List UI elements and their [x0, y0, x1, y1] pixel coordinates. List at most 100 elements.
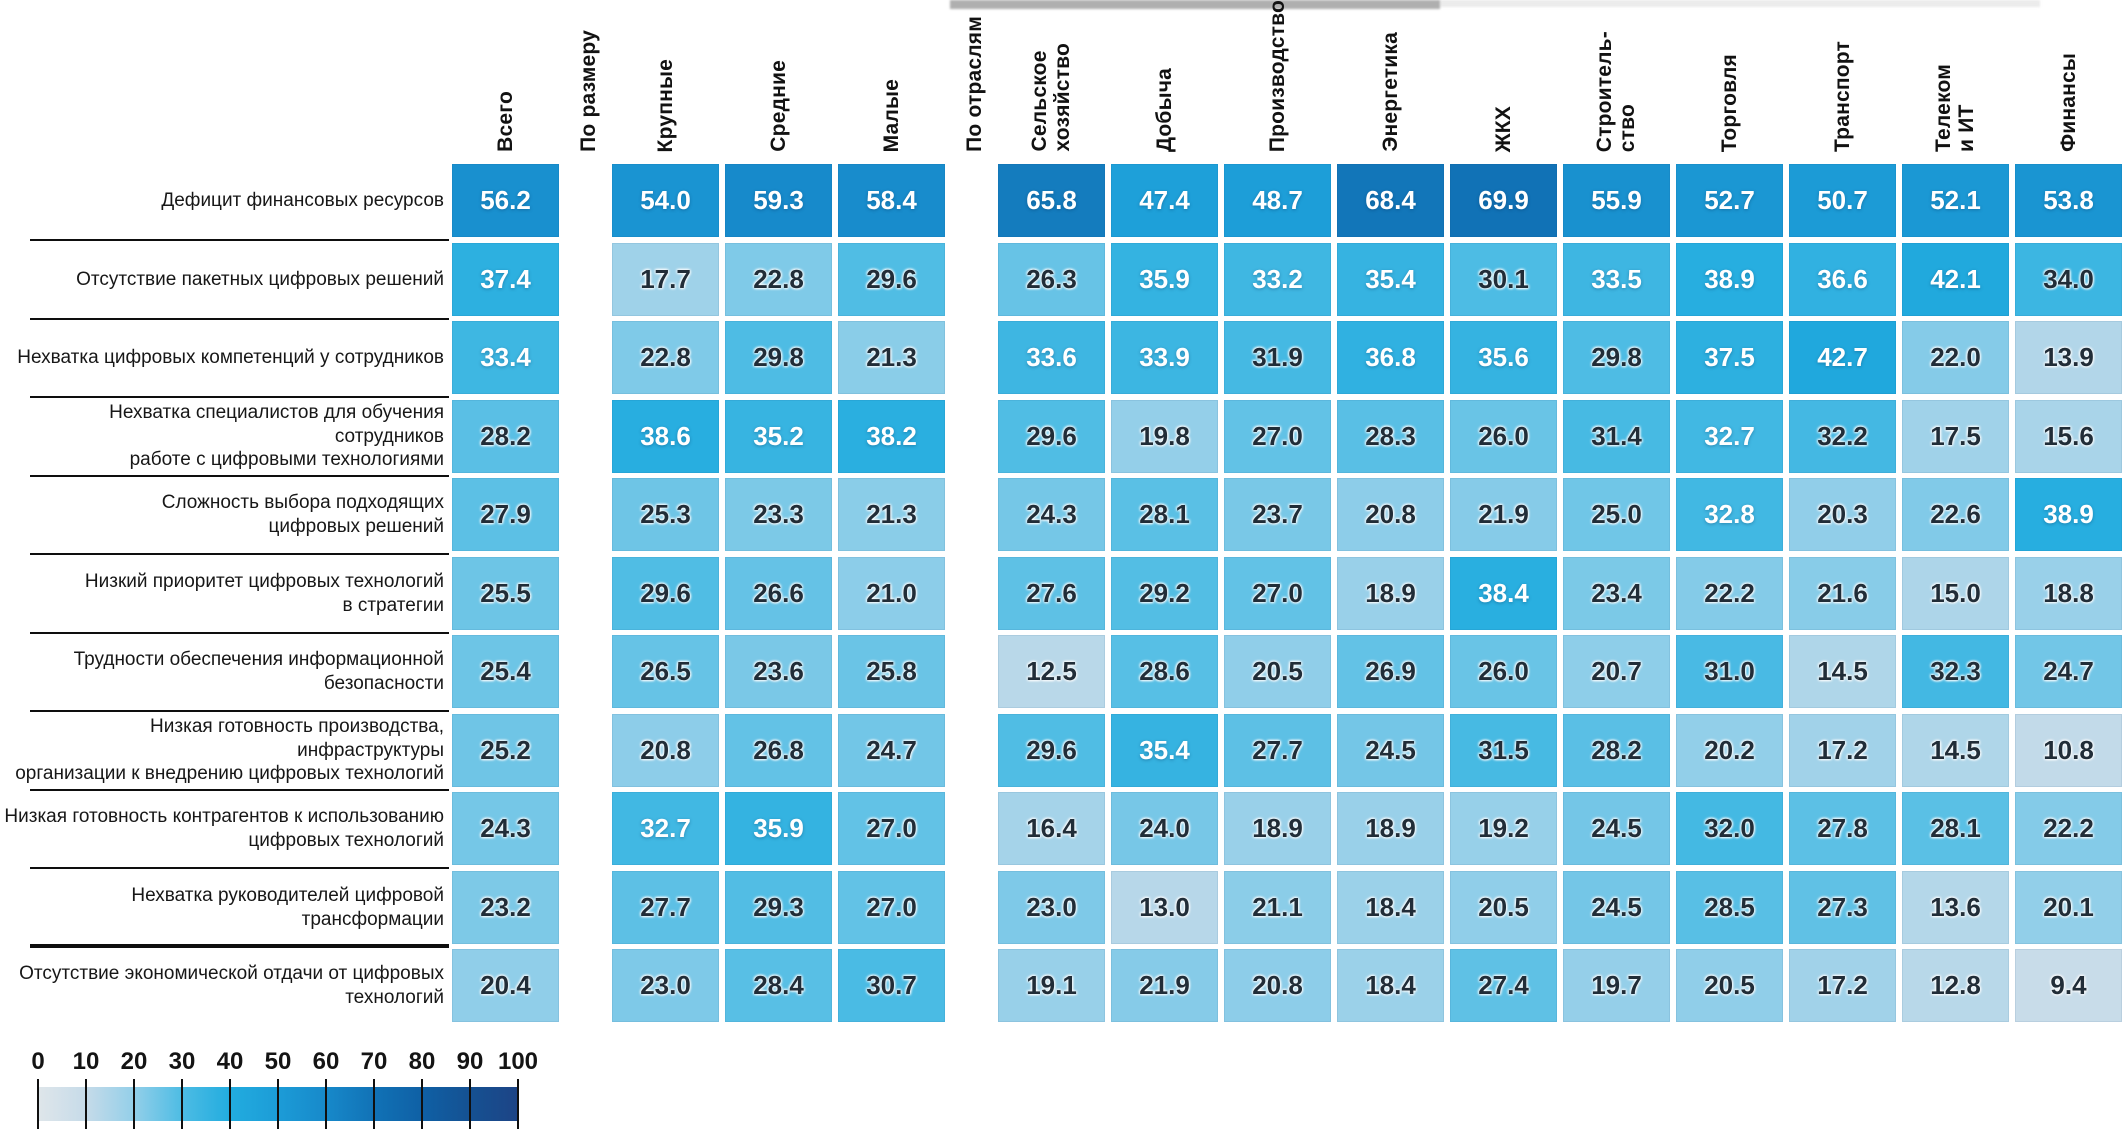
row-separator-line [30, 789, 449, 791]
column-header-label: Добыча [1152, 67, 1176, 152]
heatmap-cell: 19.2 [1450, 792, 1557, 865]
heatmap-cell: 21.9 [1111, 949, 1218, 1022]
column-header-добыча: Добыча [1111, 0, 1218, 152]
column-header-label: Средние [766, 60, 790, 152]
heatmap-cell: 28.2 [1563, 714, 1670, 787]
heatmap-cell: 28.1 [1902, 792, 2009, 865]
heatmap-cell: 20.8 [612, 714, 719, 787]
heatmap-cell: 29.6 [838, 243, 945, 316]
heatmap-cell: 25.4 [452, 635, 559, 708]
heatmap-cell: 17.5 [1902, 400, 2009, 473]
row-separator-line [30, 396, 449, 398]
column-header-финансы: Финансы [2015, 0, 2122, 152]
heatmap-cell: 35.2 [725, 400, 832, 473]
heatmap-cell: 21.3 [838, 478, 945, 551]
heatmap-cell: 25.3 [612, 478, 719, 551]
column-header-label: ЖКХ [1491, 105, 1515, 152]
legend-tick-label: 70 [360, 1048, 388, 1075]
column-header-телеком-и-ит: Телеком и ИТ [1902, 0, 2009, 152]
heatmap-cell: 19.1 [998, 949, 1105, 1022]
heatmap-cell: 69.9 [1450, 164, 1557, 237]
legend-tick-label: 40 [216, 1048, 244, 1075]
heatmap-cell: 19.8 [1111, 400, 1218, 473]
heatmap-cell: 42.7 [1789, 321, 1896, 394]
heatmap-cell: 17.7 [612, 243, 719, 316]
row-label: Низкий приоритет цифровых технологий в с… [0, 557, 444, 630]
column-header-label: Сельское хозяйство [1028, 43, 1075, 152]
heatmap-cell: 37.4 [452, 243, 559, 316]
row-label: Нехватка специалистов для обучения сотру… [0, 400, 444, 473]
heatmap-cell: 25.5 [452, 557, 559, 630]
heatmap-cell: 38.9 [2015, 478, 2122, 551]
heatmap-cell: 18.4 [1337, 949, 1444, 1022]
heatmap-cell: 23.0 [998, 871, 1105, 944]
heatmap-cell: 26.6 [725, 557, 832, 630]
heatmap-cell: 36.8 [1337, 321, 1444, 394]
heatmap-cell: 23.4 [1563, 557, 1670, 630]
column-header-строитель-ство: Строитель- ство [1563, 0, 1670, 152]
row-label-text: Нехватка цифровых компетенций у сотрудни… [17, 346, 444, 368]
heatmap-cell: 27.4 [1450, 949, 1557, 1022]
heatmap-cell: 20.2 [1676, 714, 1783, 787]
heatmap-cell: 12.5 [998, 635, 1105, 708]
row-label: Отсутствие пакетных цифровых решений [0, 243, 444, 316]
heatmap-cell: 28.1 [1111, 478, 1218, 551]
row-separator-line [30, 710, 449, 712]
heatmap-cell: 27.9 [452, 478, 559, 551]
heatmap-cell: 58.4 [838, 164, 945, 237]
heatmap-cell: 20.8 [1224, 949, 1331, 1022]
heatmap-cell: 29.3 [725, 871, 832, 944]
row-label-text: Дефицит финансовых ресурсов [161, 189, 444, 211]
legend-tick-label: 20 [120, 1048, 148, 1075]
heatmap-cell: 22.6 [1902, 478, 2009, 551]
heatmap-cell: 21.6 [1789, 557, 1896, 630]
heatmap-cell: 20.3 [1789, 478, 1896, 551]
heatmap-cell: 27.0 [1224, 557, 1331, 630]
row-label: Сложность выбора подходящих цифровых реш… [0, 478, 444, 551]
legend-tick [277, 1079, 279, 1129]
legend-tick-label: 100 [497, 1048, 539, 1075]
heatmap-cell: 52.7 [1676, 164, 1783, 237]
heatmap-cell: 20.5 [1450, 871, 1557, 944]
legend-tick-label: 50 [264, 1048, 292, 1075]
heatmap-cell: 13.6 [1902, 871, 2009, 944]
heatmap-cell: 52.1 [1902, 164, 2009, 237]
heatmap-cell: 23.6 [725, 635, 832, 708]
heatmap-cell: 54.0 [612, 164, 719, 237]
legend-tick [133, 1079, 135, 1129]
row-separator-line [30, 239, 449, 241]
heatmap-cell: 33.4 [452, 321, 559, 394]
heatmap-cell: 22.2 [2015, 792, 2122, 865]
heatmap-cell: 22.8 [612, 321, 719, 394]
row-label: Нехватка цифровых компетенций у сотрудни… [0, 321, 444, 394]
heatmap-cell: 18.8 [2015, 557, 2122, 630]
legend-tick [37, 1079, 39, 1129]
column-header-label: Транспорт [1830, 40, 1854, 152]
heatmap-cell: 20.1 [2015, 871, 2122, 944]
heatmap-cell: 27.7 [612, 871, 719, 944]
heatmap-cell: 35.4 [1337, 243, 1444, 316]
heatmap-cell: 35.6 [1450, 321, 1557, 394]
heatmap-cell: 33.5 [1563, 243, 1670, 316]
heatmap-cell: 25.8 [838, 635, 945, 708]
heatmap-cell: 17.2 [1789, 714, 1896, 787]
heatmap-cell: 17.2 [1789, 949, 1896, 1022]
row-separator-line [30, 867, 449, 869]
heatmap-cell: 27.0 [1224, 400, 1331, 473]
column-group-label: По размеру [576, 30, 600, 152]
heatmap-cell: 53.8 [2015, 164, 2122, 237]
heatmap-cell: 48.7 [1224, 164, 1331, 237]
heatmap-cell: 42.1 [1902, 243, 2009, 316]
heatmap-cell: 18.4 [1337, 871, 1444, 944]
heatmap-cell: 38.9 [1676, 243, 1783, 316]
heatmap-cell: 29.8 [1563, 321, 1670, 394]
heatmap-cell: 19.7 [1563, 949, 1670, 1022]
heatmap-cell: 31.0 [1676, 635, 1783, 708]
column-header-label: Телеком и ИТ [1932, 64, 1979, 152]
row-label-text: Низкий приоритет цифровых технологий в с… [84, 570, 444, 616]
heatmap-cell: 33.2 [1224, 243, 1331, 316]
heatmap-cell: 24.3 [452, 792, 559, 865]
legend-tick [373, 1079, 375, 1129]
heatmap-cell: 22.0 [1902, 321, 2009, 394]
